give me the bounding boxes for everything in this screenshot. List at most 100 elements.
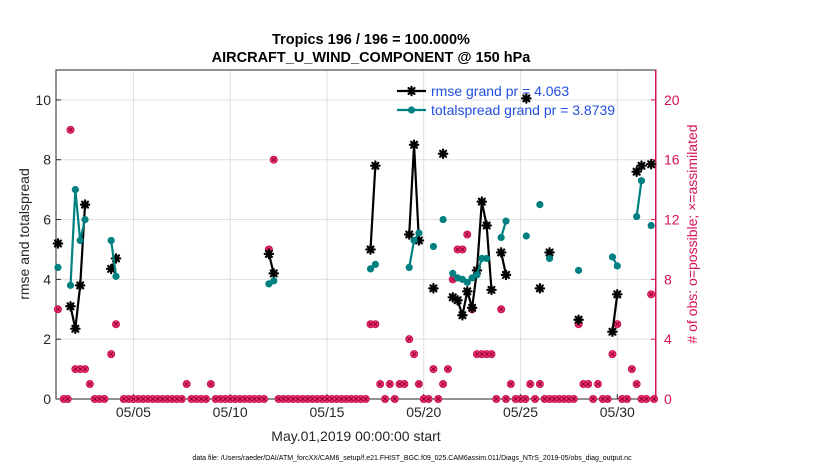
totalspread-point: [54, 263, 62, 271]
tick-labels: 05/05 05/10 05/15 05/20 05/25 05/30 0 2 4 6 8 10 0 4 8…: [35, 92, 679, 420]
rmse-point: [476, 196, 488, 207]
x-axis-label: May.01,2019 00:00:00 start: [271, 428, 441, 444]
rmse-point: [573, 314, 584, 326]
obs-assimilated-marker: [605, 396, 610, 402]
x-tick-label: 05/30: [600, 404, 635, 420]
totalspread-point: [473, 271, 481, 279]
rmse-point: [403, 229, 415, 240]
obs-assimilated-marker: [382, 396, 388, 402]
obs-assimilated-marker: [585, 381, 591, 387]
obs-assimilated-marker: [460, 247, 465, 252]
obs-assimilated-marker: [179, 396, 185, 402]
totalspread-point: [439, 215, 447, 224]
plot-area-frame: [55, 69, 657, 400]
series-line: [408, 144, 420, 241]
totalspread-point: [410, 236, 418, 245]
rmse-point: [79, 199, 91, 210]
totalspread-point: [633, 212, 641, 221]
totalspread-point: [637, 177, 646, 185]
series-line: [635, 180, 643, 217]
obs-assimilated-marker: [610, 351, 615, 357]
series-totalspread: [54, 177, 655, 289]
totalspread-point: [463, 278, 471, 286]
obs-assimilated-marker: [203, 396, 209, 402]
obs-assimilated-marker: [392, 396, 398, 402]
rmse-point: [457, 309, 468, 321]
totalspread-point: [502, 217, 510, 225]
obs-assimilated-marker: [402, 381, 407, 387]
obs-assimilated-marker: [113, 321, 119, 327]
obs-assimilated-marker: [445, 366, 451, 372]
obs-assimilated-marker: [406, 336, 412, 342]
legend-entry: totalspread grand pr = 3.8739: [431, 102, 615, 118]
rmse-point: [486, 284, 497, 296]
obs-assimilated-marker: [426, 396, 431, 402]
rmse-point: [452, 295, 463, 306]
obs-assimilated-marker: [494, 396, 499, 402]
x-tick-label: 05/15: [309, 404, 344, 420]
rmse-point: [481, 220, 492, 231]
rmse-point: [534, 283, 546, 294]
obs-assimilated-marker: [55, 306, 61, 312]
rmse-point: [471, 265, 483, 276]
rmse-point: [110, 253, 122, 264]
obs-assimilated-marker: [644, 396, 649, 402]
obs-assimilated-marker: [435, 396, 441, 402]
x-tick-label: 05/10: [213, 404, 248, 420]
series-line: [611, 294, 619, 332]
rmse-point: [461, 286, 473, 297]
obs-assimilated-marker: [208, 381, 214, 387]
obs-assimilated-marker: [489, 351, 494, 357]
rmse-point: [263, 248, 275, 260]
obs-assimilated-marker: [527, 381, 533, 387]
totalspread-point: [81, 215, 89, 224]
obs-assimilated-marker: [411, 351, 417, 357]
chart-title-line1: Tropics 196 / 196 = 100.000%: [272, 32, 470, 48]
totalspread-point: [366, 265, 375, 273]
obs-assimilated-marker: [532, 396, 538, 402]
legend-entry: rmse grand pr = 4.063: [431, 83, 569, 99]
totalspread-point: [608, 253, 617, 261]
rmse-point: [70, 323, 81, 335]
obs-assimilated-marker: [108, 351, 114, 357]
obs-assimilated-marker: [590, 396, 596, 402]
totalspread-point: [647, 221, 655, 230]
obs-assimilated-marker: [523, 396, 528, 402]
y-tick-label-left: 0: [43, 391, 51, 407]
rmse-point: [268, 268, 280, 279]
obs-assimilated-marker: [651, 396, 657, 402]
obs-assimilated-marker: [373, 321, 378, 327]
legend-marker-rmse: [406, 85, 417, 97]
obs-assimilated-marker: [377, 381, 383, 387]
obs-assimilated-marker: [571, 396, 577, 402]
totalspread-point: [71, 186, 79, 194]
y-axis-label-right: # of obs: o=possible; ×=assimilated: [684, 124, 700, 343]
obs-assimilated-marker: [431, 366, 436, 372]
totalspread-point: [66, 281, 75, 289]
totalspread-point: [405, 263, 413, 271]
rmse-point: [466, 302, 478, 314]
obs-assimilated-marker: [68, 127, 73, 133]
obs-assimilated-marker: [464, 232, 470, 237]
totalspread-point: [536, 200, 544, 209]
obs-assimilated-marker: [65, 396, 70, 402]
y-tick-label-left: 10: [35, 92, 51, 108]
rmse-point: [74, 280, 86, 291]
totalspread-point: [449, 269, 457, 277]
totalspread-point: [429, 242, 438, 251]
rmse-point: [607, 326, 618, 337]
obs-assimilated-marker: [537, 381, 543, 387]
totalspread-point: [545, 254, 554, 263]
totalspread-point: [112, 272, 120, 280]
rmse-point: [631, 166, 642, 177]
obs-assimilated-marker: [87, 381, 93, 387]
rmse-point: [437, 148, 449, 160]
y-tick-label-right: 12: [664, 212, 680, 228]
totalspread-point: [107, 236, 115, 245]
rmse-point: [495, 247, 507, 258]
series-line: [369, 165, 377, 250]
obs-assimilated-marker: [595, 381, 601, 387]
right-axis-line: [655, 70, 657, 399]
totalspread-point: [522, 232, 530, 240]
